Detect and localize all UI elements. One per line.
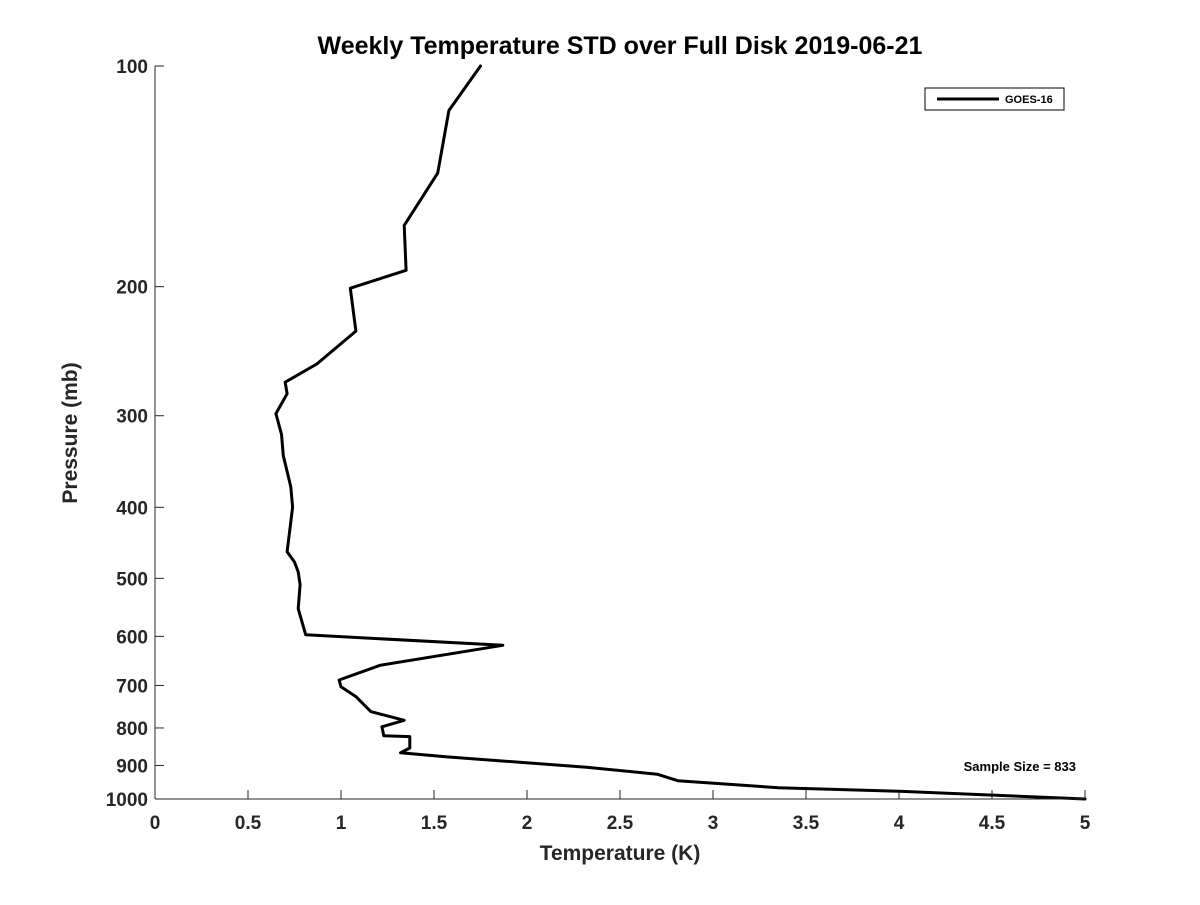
y-tick-label: 300 [116, 407, 148, 428]
y-tick-label: 500 [116, 569, 148, 590]
x-tick-label: 2.5 [607, 813, 634, 834]
data-point [355, 330, 357, 332]
data-point [305, 634, 307, 636]
x-tick-label: 3 [708, 813, 719, 834]
y-tick-label: 400 [116, 498, 148, 519]
data-point [383, 735, 385, 737]
data-point [656, 773, 658, 775]
y-tick-label: 900 [116, 756, 148, 777]
x-tick-label: 1.5 [421, 813, 448, 834]
x-tick-label: 3.5 [793, 813, 820, 834]
x-tick-label: 0.5 [235, 813, 262, 834]
data-point [284, 381, 286, 383]
data-point [286, 551, 288, 553]
data-point [437, 172, 439, 174]
data-point [294, 561, 295, 563]
series-layer [274, 64, 1087, 801]
data-point [297, 571, 299, 573]
data-point [349, 287, 351, 289]
sample-size-annotation: Sample Size = 833 [964, 759, 1076, 774]
x-tick-label: 0 [150, 813, 161, 834]
data-point [405, 269, 407, 271]
y-tick-label: 200 [116, 278, 148, 299]
data-point [340, 686, 342, 688]
data-point [403, 719, 405, 721]
x-axis-label: Temperature (K) [540, 842, 701, 865]
data-point [409, 736, 411, 738]
y-tick-label: 800 [116, 719, 148, 740]
x-tick-label: 5 [1080, 813, 1091, 834]
data-point [898, 790, 900, 792]
data-point [282, 455, 284, 457]
x-tick-label: 4 [894, 813, 905, 834]
data-point [281, 433, 282, 435]
data-point [400, 752, 401, 754]
y-axis-ticks: 100 200 300 400 500 600 700 800 900 1000 [106, 57, 164, 811]
y-axis-label: Pressure (mb) [59, 362, 82, 503]
chart-title: Weekly Temperature STD over Full Disk 20… [318, 32, 923, 60]
y-tick-label: 700 [116, 676, 148, 697]
x-tick-label: 2 [522, 813, 533, 834]
data-point [297, 608, 299, 610]
data-point [338, 679, 340, 681]
x-tick-label: 1 [336, 813, 347, 834]
series-line-goes-16 [274, 64, 1087, 801]
y-tick-label: 1000 [106, 790, 148, 811]
x-tick-label: 4.5 [979, 813, 1006, 834]
data-point [299, 584, 301, 586]
data-point [292, 506, 294, 508]
data-point [586, 766, 587, 768]
data-point [409, 747, 411, 749]
x-axis-ticks: 0 0.5 1 1.5 2 2.5 3 3.5 4 4.5 5 [150, 790, 1091, 834]
data-point [448, 110, 450, 111]
data-point [502, 644, 504, 646]
data-point [316, 363, 318, 365]
data-point [480, 65, 481, 67]
data-point [677, 780, 679, 782]
data-point [381, 726, 383, 728]
data-point [777, 787, 779, 789]
data-point [355, 696, 357, 698]
data-point [446, 756, 448, 758]
data-point [286, 393, 288, 395]
legend-entry-goes-16: GOES-16 [1005, 94, 1053, 106]
y-tick-label: 100 [116, 57, 148, 78]
data-point [403, 224, 405, 226]
y-tick-label: 600 [116, 627, 148, 648]
legend: GOES-16 [924, 87, 1065, 111]
data-point [275, 413, 277, 415]
data-point [379, 664, 381, 666]
data-point [290, 486, 292, 488]
data-point [370, 711, 372, 713]
